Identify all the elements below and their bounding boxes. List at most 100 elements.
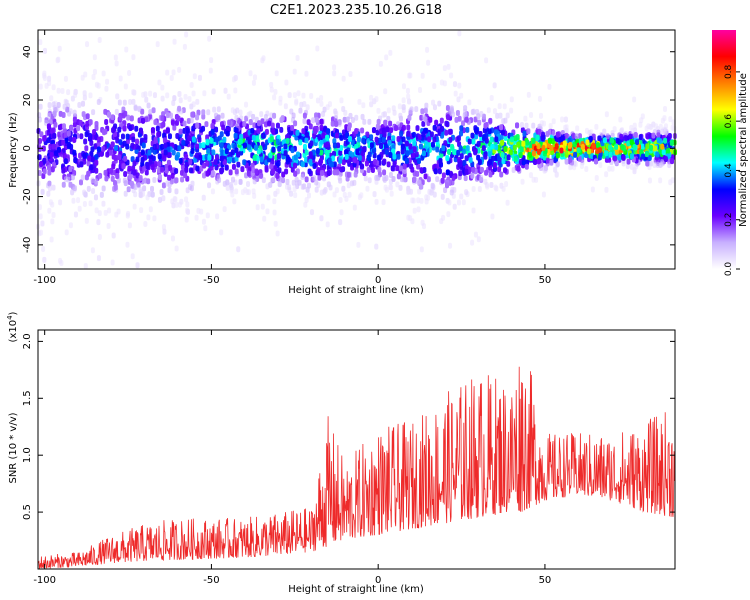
spectral-point xyxy=(668,116,673,123)
spectral-point xyxy=(40,188,45,195)
spectral-point xyxy=(135,156,140,163)
spectral-point xyxy=(545,157,550,164)
spectral-point xyxy=(644,151,649,158)
spectral-point xyxy=(68,136,73,143)
spectral-point xyxy=(84,131,89,138)
spectral-point xyxy=(283,150,288,157)
spectral-point xyxy=(454,116,459,123)
spectral-point xyxy=(181,139,186,146)
spectral-point xyxy=(404,157,409,164)
spectral-point xyxy=(86,185,91,192)
spectral-point xyxy=(90,177,95,184)
spectral-point xyxy=(283,143,288,150)
spectral-point xyxy=(449,72,454,79)
spectral-point xyxy=(392,109,397,116)
spectral-point xyxy=(107,207,112,214)
spectral-point xyxy=(276,160,281,167)
spectral-point xyxy=(605,133,610,140)
spectral-point xyxy=(586,148,591,155)
spectral-point xyxy=(411,131,416,138)
spectral-point xyxy=(62,103,67,110)
spectral-point xyxy=(238,178,243,185)
spectral-point xyxy=(348,136,353,143)
spectral-point xyxy=(143,133,148,140)
spectral-point xyxy=(131,165,136,172)
spectral-point xyxy=(242,120,247,127)
spectral-point xyxy=(516,141,521,148)
spectral-point xyxy=(432,136,437,143)
spectral-point xyxy=(425,46,430,53)
spectral-point xyxy=(148,158,153,165)
spectral-point xyxy=(133,191,138,198)
spectral-point xyxy=(110,141,115,148)
spectral-point xyxy=(185,127,190,134)
spectral-point xyxy=(38,213,43,220)
spectral-point xyxy=(389,184,394,191)
spectral-point xyxy=(138,127,143,134)
spectral-point xyxy=(172,95,177,102)
spectral-point xyxy=(56,87,61,94)
spectral-point xyxy=(279,126,284,133)
spectral-point xyxy=(165,127,170,134)
spectral-point xyxy=(314,179,319,186)
spectral-point xyxy=(238,138,243,145)
spectral-point xyxy=(303,201,308,208)
spectral-point xyxy=(504,181,509,188)
spectral-point xyxy=(259,156,264,163)
spectral-point xyxy=(341,159,346,166)
spectral-point xyxy=(63,176,68,183)
spectral-point xyxy=(173,196,178,203)
spectral-point xyxy=(630,153,635,160)
spectral-point xyxy=(187,95,192,102)
spectral-point xyxy=(167,133,172,140)
spectral-point xyxy=(49,128,54,135)
spectral-point xyxy=(160,115,165,122)
colorbar-gradient xyxy=(712,30,736,269)
spectral-point xyxy=(284,168,289,175)
spectral-point xyxy=(271,176,276,183)
spectral-point xyxy=(66,89,71,96)
spectral-point xyxy=(336,142,341,149)
spectral-point xyxy=(477,158,482,165)
spectral-point xyxy=(101,146,106,153)
spectral-point xyxy=(201,218,206,225)
spectral-point xyxy=(553,166,558,173)
spectral-point xyxy=(152,148,157,155)
spectral-point xyxy=(72,116,77,123)
spectral-point xyxy=(185,187,190,194)
spectral-point xyxy=(131,136,136,143)
spectral-point xyxy=(364,160,369,167)
spectral-point xyxy=(284,79,289,86)
spectral-point xyxy=(388,172,393,179)
spectral-point xyxy=(318,159,323,166)
spectral-point xyxy=(518,152,523,159)
spectral-point xyxy=(488,117,493,124)
spectral-point xyxy=(484,137,489,144)
spectral-point xyxy=(291,112,296,119)
spectral-point xyxy=(96,219,101,226)
spectral-point xyxy=(62,152,67,159)
spectral-point xyxy=(61,167,66,174)
spectral-point xyxy=(206,147,211,154)
spectral-point xyxy=(604,171,609,178)
spectral-point xyxy=(234,168,239,175)
spectral-point xyxy=(638,134,643,141)
spectral-point xyxy=(182,120,187,127)
spectral-point xyxy=(386,115,391,122)
spectral-point xyxy=(90,247,95,254)
spectral-point xyxy=(104,118,109,125)
spectral-point xyxy=(396,136,401,143)
spectral-point xyxy=(272,209,277,216)
spectral-point xyxy=(73,157,78,164)
spectral-point xyxy=(195,122,200,129)
spectral-point xyxy=(562,140,567,147)
spectral-point xyxy=(308,158,313,165)
spectral-point xyxy=(501,158,506,165)
spectral-point xyxy=(137,151,142,158)
spectral-point xyxy=(205,170,210,177)
spectral-point xyxy=(325,141,330,148)
spectral-point xyxy=(201,142,206,149)
colorbar: 0.0 0.2 0.4 0.6 0.8 Normalized spectral ampl… xyxy=(712,30,749,276)
spectral-point xyxy=(421,120,426,127)
spectral-point xyxy=(313,128,318,135)
